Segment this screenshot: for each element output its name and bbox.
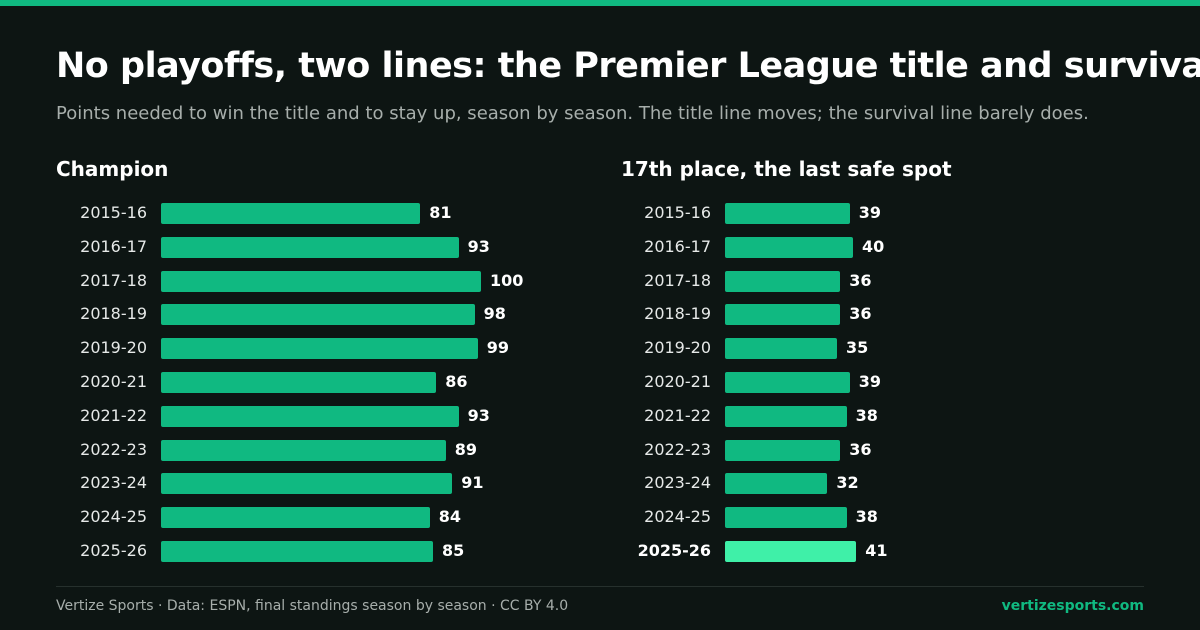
value-label: 39 — [858, 372, 882, 391]
value-label: 99 — [486, 338, 510, 358]
bar-row: 2022-23 36 — [620, 433, 1180, 467]
value-label: 98 — [483, 304, 506, 324]
bar — [161, 507, 430, 529]
bar — [725, 203, 850, 224]
bar — [161, 236, 459, 258]
value-label: 36 — [849, 304, 872, 324]
bar-row: 2017-18 100 — [56, 264, 616, 298]
season-label: 2022-23 — [80, 439, 147, 459]
season-label: 2022-23 — [644, 439, 711, 459]
bar — [725, 338, 837, 360]
bar — [725, 405, 847, 427]
top-accent-bar — [0, 0, 1200, 6]
value-label: 32 — [836, 473, 859, 493]
bar — [725, 439, 841, 461]
season-label: 2015-16 — [80, 203, 147, 222]
bar-row: 2021-22 93 — [56, 399, 616, 433]
bar-row: 2021-22 38 — [620, 399, 1180, 433]
bar-row: 2023-24 91 — [56, 466, 616, 500]
value-label: 81 — [429, 203, 452, 222]
footer-brand-link[interactable]: vertizesports.com — [1001, 598, 1144, 614]
bar — [725, 372, 850, 393]
value-label: 40 — [862, 236, 885, 256]
value-label: 38 — [855, 405, 878, 425]
value-label: 93 — [467, 236, 490, 256]
bar — [161, 270, 481, 292]
bar — [725, 507, 847, 529]
season-label: 2024-25 — [80, 507, 147, 527]
season-label: 2025-26 — [637, 541, 711, 560]
bar-row: 2015-16 39 — [620, 196, 1180, 230]
value-label: 41 — [865, 541, 888, 560]
value-label: 86 — [445, 372, 468, 391]
season-label: 2016-17 — [644, 236, 711, 256]
season-label: 2024-25 — [644, 507, 711, 527]
bar-row: 2015-16 81 — [56, 196, 616, 230]
value-label: 85 — [442, 541, 465, 560]
bar-row: 2016-17 93 — [56, 230, 616, 264]
bar-row: 2019-20 99 — [56, 331, 616, 365]
survival-bar-chart: 2015-16 39 2016-17 40 2017-18 36 2018-19 36 2019… — [620, 196, 1180, 568]
bar — [161, 473, 453, 495]
value-label: 36 — [849, 439, 872, 459]
bar-row: 2025-26 85 — [56, 534, 616, 568]
bar-highlighted — [725, 541, 857, 562]
bar — [161, 405, 459, 427]
season-label: 2019-20 — [80, 338, 147, 358]
value-label: 91 — [461, 473, 484, 493]
value-label: 39 — [858, 203, 882, 222]
bar-row: 2016-17 40 — [620, 230, 1180, 264]
footer-credit: Vertize Sports · Data: ESPN, final stand… — [56, 598, 569, 614]
bar — [725, 473, 828, 495]
bar — [161, 439, 446, 461]
bar — [161, 203, 421, 224]
value-label: 89 — [454, 439, 478, 459]
season-label: 2020-21 — [80, 372, 147, 391]
bar-row: 2018-19 36 — [620, 297, 1180, 331]
bar-row: 2020-21 86 — [56, 365, 616, 399]
season-label: 2020-21 — [644, 372, 711, 391]
bar — [161, 541, 433, 562]
footer-divider — [56, 586, 1144, 587]
bar-row: 2019-20 35 — [620, 331, 1180, 365]
bar-row: 2024-25 84 — [56, 500, 616, 534]
season-label: 2021-22 — [80, 405, 147, 425]
season-label: 2023-24 — [644, 473, 711, 493]
page-subtitle: Points needed to win the title and to st… — [56, 103, 1089, 124]
season-label: 2023-24 — [80, 473, 147, 493]
season-label: 2016-17 — [80, 236, 147, 256]
season-label: 2018-19 — [80, 304, 147, 324]
season-label: 2025-26 — [80, 541, 147, 560]
bar-row: 2017-18 36 — [620, 264, 1180, 298]
bar-row: 2020-21 39 — [620, 365, 1180, 399]
season-label: 2017-18 — [80, 270, 147, 290]
bar — [161, 372, 437, 393]
survival-chart-title: 17th place, the last safe spot — [621, 157, 952, 181]
season-label: 2015-16 — [644, 203, 711, 222]
bar — [725, 270, 841, 292]
champion-chart-title: Champion — [56, 157, 169, 181]
champion-bar-chart: 2015-16 81 2016-17 93 2017-18 100 2018-19 98 201… — [56, 196, 616, 568]
season-label: 2019-20 — [644, 338, 711, 358]
season-label: 2018-19 — [644, 304, 711, 324]
bar-row: 2022-23 89 — [56, 433, 616, 467]
bar — [161, 304, 475, 326]
value-label: 84 — [438, 507, 462, 527]
bar-row: 2025-26 41 — [620, 534, 1180, 568]
bar-row: 2024-25 38 — [620, 500, 1180, 534]
bar-row: 2018-19 98 — [56, 297, 616, 331]
bar-row: 2023-24 32 — [620, 466, 1180, 500]
bar — [725, 304, 841, 326]
value-label: 93 — [467, 405, 490, 425]
bar — [725, 236, 853, 258]
bar — [161, 338, 478, 360]
season-label: 2017-18 — [644, 270, 711, 290]
value-label: 100 — [490, 270, 524, 290]
value-label: 36 — [849, 270, 872, 290]
value-label: 38 — [855, 507, 878, 527]
value-label: 35 — [846, 338, 869, 358]
season-label: 2021-22 — [644, 405, 711, 425]
page-title: No playoffs, two lines: the Premier Leag… — [56, 46, 1200, 86]
